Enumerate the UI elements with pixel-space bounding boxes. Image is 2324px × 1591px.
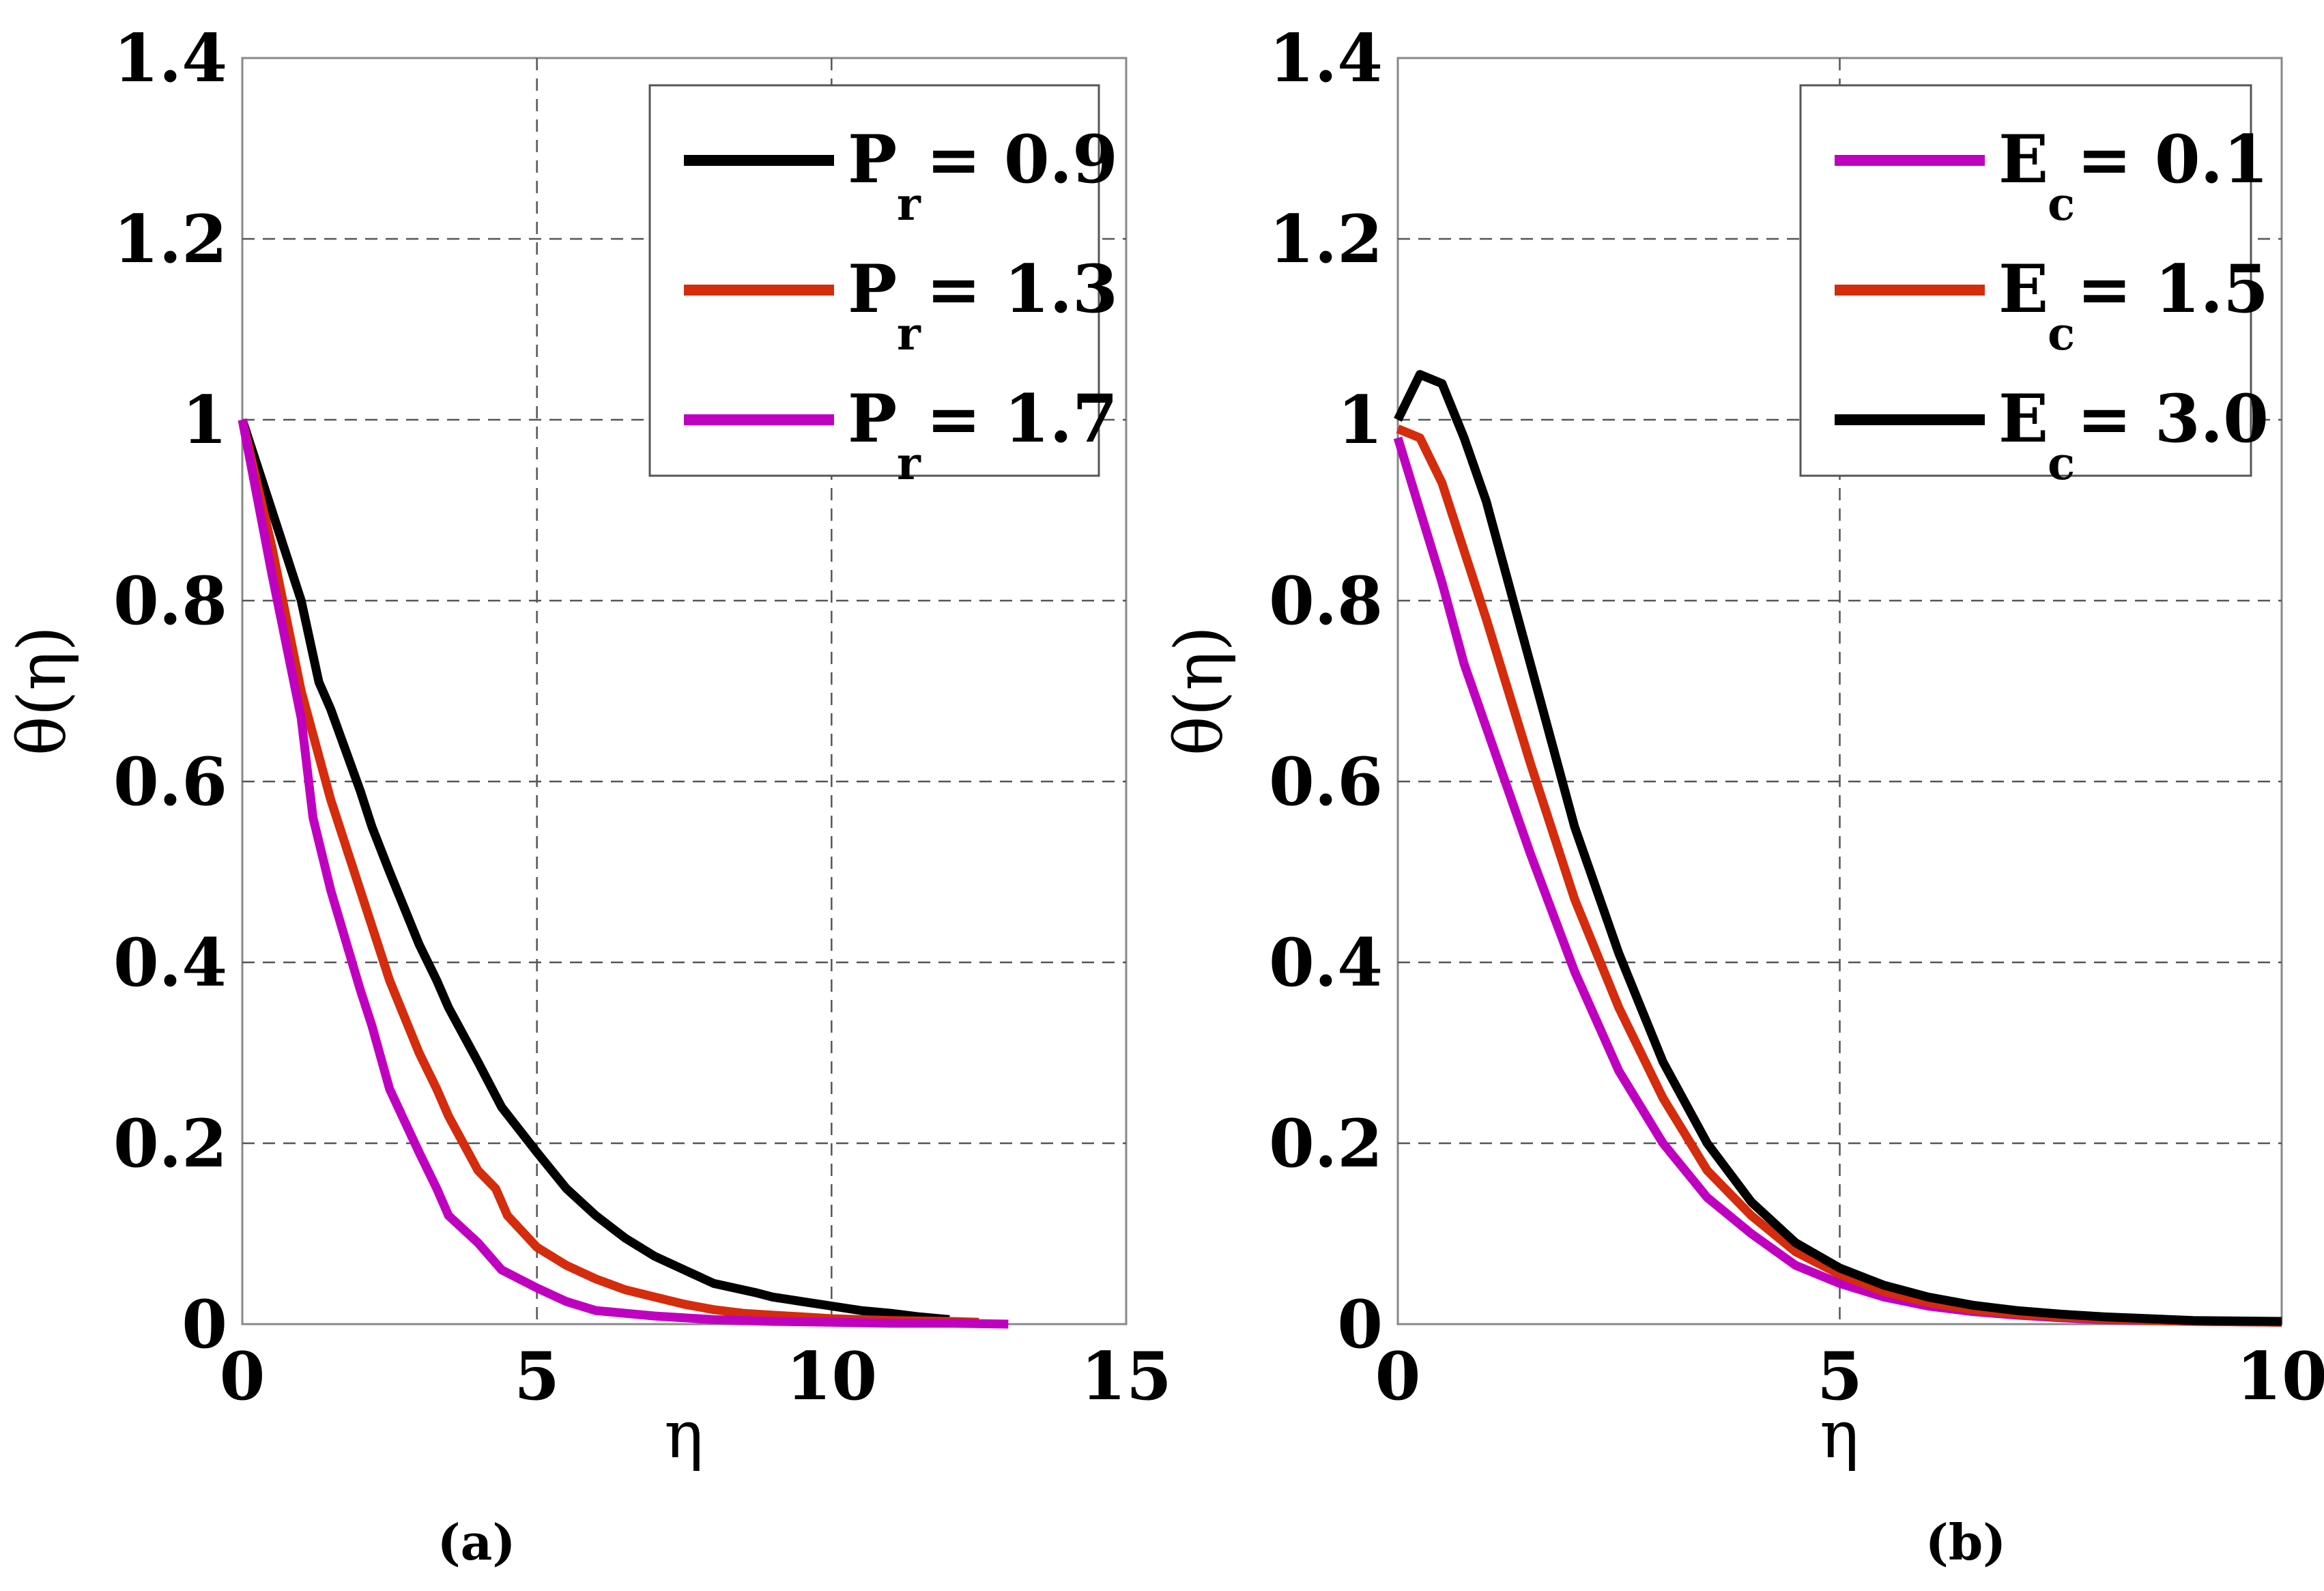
- legend-label-sub-a-1: r: [897, 177, 921, 231]
- legend-label-main-b-3: E: [1998, 380, 2048, 457]
- series-group-b: [1393, 370, 2282, 1327]
- y-ticks-a: 0 0.2 0.4 0.6 0.8 1 1.2 1.4: [113, 20, 227, 1363]
- x-tick-label-b: 5: [1817, 1338, 1863, 1415]
- legend-label-sub-a-3: r: [897, 437, 921, 490]
- legend-label-sub-b-3: c: [2048, 437, 2075, 490]
- y-tick-label-b: 1.2: [1269, 201, 1383, 278]
- legend-label-sub-b-2: c: [2048, 307, 2075, 360]
- legend-label-value-a-1: = 0.9: [926, 121, 1118, 198]
- legend-b: Ec= 0.1Ec= 1.5Ec= 3.0: [1799, 84, 2269, 490]
- x-ticks-b: 0 5 10: [1375, 1338, 2324, 1415]
- panel-label-a: (a): [437, 1513, 516, 1571]
- y-tick-label-b: 0.6: [1269, 743, 1383, 820]
- x-axis-label-a: η: [664, 1396, 704, 1473]
- series-line-b-3: [1394, 370, 2282, 1326]
- legend-label-value-a-3: = 1.7: [926, 380, 1118, 457]
- legend-box-b: [1799, 84, 2252, 477]
- y-tick-label-b: 1.4: [1269, 20, 1383, 97]
- legend-label-value-a-2: = 1.3: [926, 250, 1118, 328]
- series-line-a-3: [238, 418, 1009, 1329]
- y-tick-label-b: 0: [1337, 1286, 1383, 1363]
- series-line-a-1: [238, 418, 950, 1324]
- legend-label-main-b-2: E: [1998, 250, 2048, 328]
- legend-label-sub-b-1: c: [2048, 177, 2075, 231]
- y-axis-label-a: θ(η): [4, 626, 81, 756]
- y-tick-label-b: 1: [1337, 382, 1383, 459]
- x-tick-label-b: 0: [1375, 1338, 1421, 1415]
- y-tick-label-a: 0.6: [113, 743, 227, 820]
- x-tick-label-a: 10: [786, 1338, 878, 1415]
- x-axis-label-b: η: [1820, 1396, 1859, 1473]
- panel-b: 00.20.40.60.811.21.4 0 5 10 η θ(η) (b) Ec=…: [1161, 20, 2324, 1571]
- y-tick-label-b: 0.8: [1269, 562, 1383, 640]
- legend-label-main-a-2: P: [848, 250, 897, 328]
- y-tick-label-a: 0.2: [113, 1105, 227, 1182]
- legend-label-value-b-3: = 3.0: [2077, 380, 2269, 457]
- y-tick-label-a: 0: [182, 1286, 227, 1363]
- y-ticks-b: 0 0.2 0.4 0.6 0.8 1 1.2 1.4: [1269, 20, 1383, 1363]
- panel-label-b: (b): [1925, 1513, 2006, 1571]
- legend-label-value-b-2: = 1.5: [2077, 250, 2269, 328]
- x-tick-label-a: 15: [1080, 1338, 1172, 1415]
- y-axis-label-b: θ(η): [1161, 626, 1237, 756]
- x-tick-label-b: 10: [2236, 1338, 2324, 1415]
- legend-label-main-b-1: E: [1998, 121, 2048, 198]
- x-tick-label-a: 5: [514, 1338, 560, 1415]
- x-ticks-a: 0 5 10 15: [220, 1338, 1172, 1415]
- y-tick-label-a: 1: [182, 382, 227, 459]
- legend-label-main-a-1: P: [848, 121, 897, 198]
- y-tick-label-a: 0.8: [113, 562, 227, 640]
- y-tick-label-a: 1.4: [113, 20, 227, 97]
- legend-label-sub-a-2: r: [897, 307, 921, 360]
- legend-label-main-a-3: P: [848, 380, 897, 457]
- y-tick-label-b: 0.4: [1269, 924, 1383, 1001]
- panel-a: 0 0.2 0.4 0.6 0.8 1 1.2 1.4 0 5 10 15 η θ(η) (a) P…: [4, 20, 1172, 1571]
- y-tick-label-a: 1.2: [113, 201, 227, 278]
- series-group-a: [238, 418, 1009, 1329]
- legend-box-a: [648, 84, 1100, 477]
- legend-a: Pr= 0.9Pr= 1.3Pr= 1.7: [648, 84, 1118, 490]
- x-tick-label-a: 0: [220, 1338, 266, 1415]
- y-tick-label-b: 0.2: [1269, 1105, 1383, 1182]
- y-tick-label-a: 0.4: [113, 924, 227, 1001]
- legend-label-value-b-1: = 0.1: [2077, 121, 2269, 198]
